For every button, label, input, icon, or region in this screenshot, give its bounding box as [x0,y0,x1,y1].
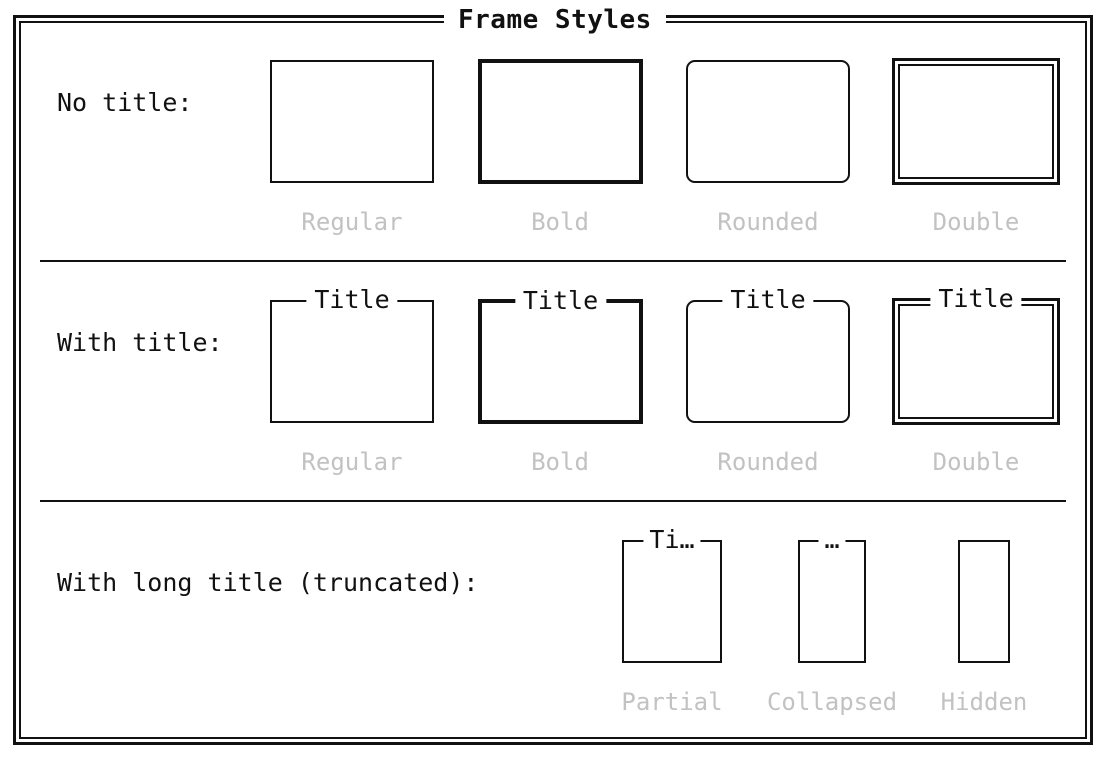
separator [40,500,1066,502]
frame-bold [478,59,643,184]
caption-rounded: Rounded [717,208,819,236]
caption-partial: Partial [621,688,723,716]
frame-title: Ti… [643,525,701,555]
frame-title: Title [306,285,398,315]
frame-title: … [818,525,846,555]
frame-double-titled: Title [892,284,1060,425]
frame-rounded [686,60,850,183]
frame-rounded-titled: Title [686,285,850,423]
frame-title: Title [930,284,1022,314]
frame-partial-title: Ti… [622,525,722,663]
frame-collapsed-title: … [798,525,866,663]
row-label-long-title: With long title (truncated): [57,568,479,597]
page-title: Frame Styles [444,4,666,36]
caption-double: Double [932,448,1020,476]
row-label-no-title: No title: [57,88,193,117]
frame-title: Title [514,286,607,316]
frame-bold-titled: Title [478,286,643,424]
frame-hidden-title [958,540,1010,663]
frame-title: Title [722,285,814,315]
caption-rounded: Rounded [717,448,819,476]
caption-regular: Regular [301,208,403,236]
frame-regular-titled: Title [270,285,434,423]
frame-double [892,58,1060,185]
caption-hidden: Hidden [940,688,1028,716]
caption-regular: Regular [301,448,403,476]
caption-collapsed: Collapsed [766,688,898,716]
separator [40,260,1066,262]
caption-double: Double [932,208,1020,236]
caption-bold: Bold [531,448,589,476]
row-label-with-title: With title: [57,328,223,357]
caption-bold: Bold [531,208,589,236]
frame-regular [270,60,434,183]
